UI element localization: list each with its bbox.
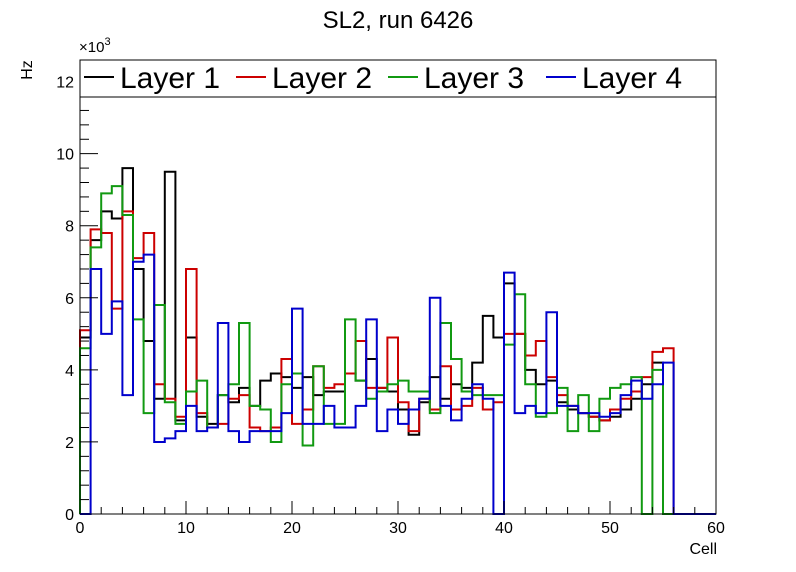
y-multiplier-exponent: 3 xyxy=(104,36,110,48)
y-tick-label: 0 xyxy=(65,507,74,524)
y-tick-label: 2 xyxy=(65,435,74,452)
y-tick-label: 8 xyxy=(65,219,74,236)
y-axis-multiplier: ×103 xyxy=(79,36,111,56)
tick-label-layer: 0 10 20 30 40 50 60 0 2 4 6 8 10 12 xyxy=(56,75,725,537)
y-tick-label: 6 xyxy=(65,291,74,308)
legend-box xyxy=(79,59,717,98)
x-tick-label: 60 xyxy=(707,520,725,537)
legend-label-layer-1: Layer 1 xyxy=(120,62,220,95)
x-tick-label: 50 xyxy=(601,520,619,537)
series-line-layer-4 xyxy=(80,253,716,515)
x-tick-label: 30 xyxy=(389,520,407,537)
x-axis-label: Cell xyxy=(689,541,717,558)
x-tick-label: 0 xyxy=(76,520,85,537)
y-tick-label: 12 xyxy=(56,75,74,92)
legend-label-layer-4: Layer 4 xyxy=(582,62,682,95)
series-line-layer-2 xyxy=(79,210,716,515)
chart-title: SL2, run 6426 xyxy=(323,7,474,34)
y-tick-label: 4 xyxy=(65,363,74,380)
y-axis-label: Hz xyxy=(19,60,36,80)
legend-label-layer-2: Layer 2 xyxy=(272,62,372,95)
y-multiplier-base: ×10 xyxy=(79,39,104,56)
x-tick-label: 20 xyxy=(283,520,301,537)
x-tick-label: 40 xyxy=(495,520,513,537)
x-tick-label: 10 xyxy=(177,520,195,537)
y-tick-label: 10 xyxy=(56,147,74,164)
legend: Layer 1 Layer 2 Layer 3 Layer 4 xyxy=(79,59,717,98)
series-layer xyxy=(79,167,716,515)
legend-label-layer-3: Layer 3 xyxy=(424,62,524,95)
